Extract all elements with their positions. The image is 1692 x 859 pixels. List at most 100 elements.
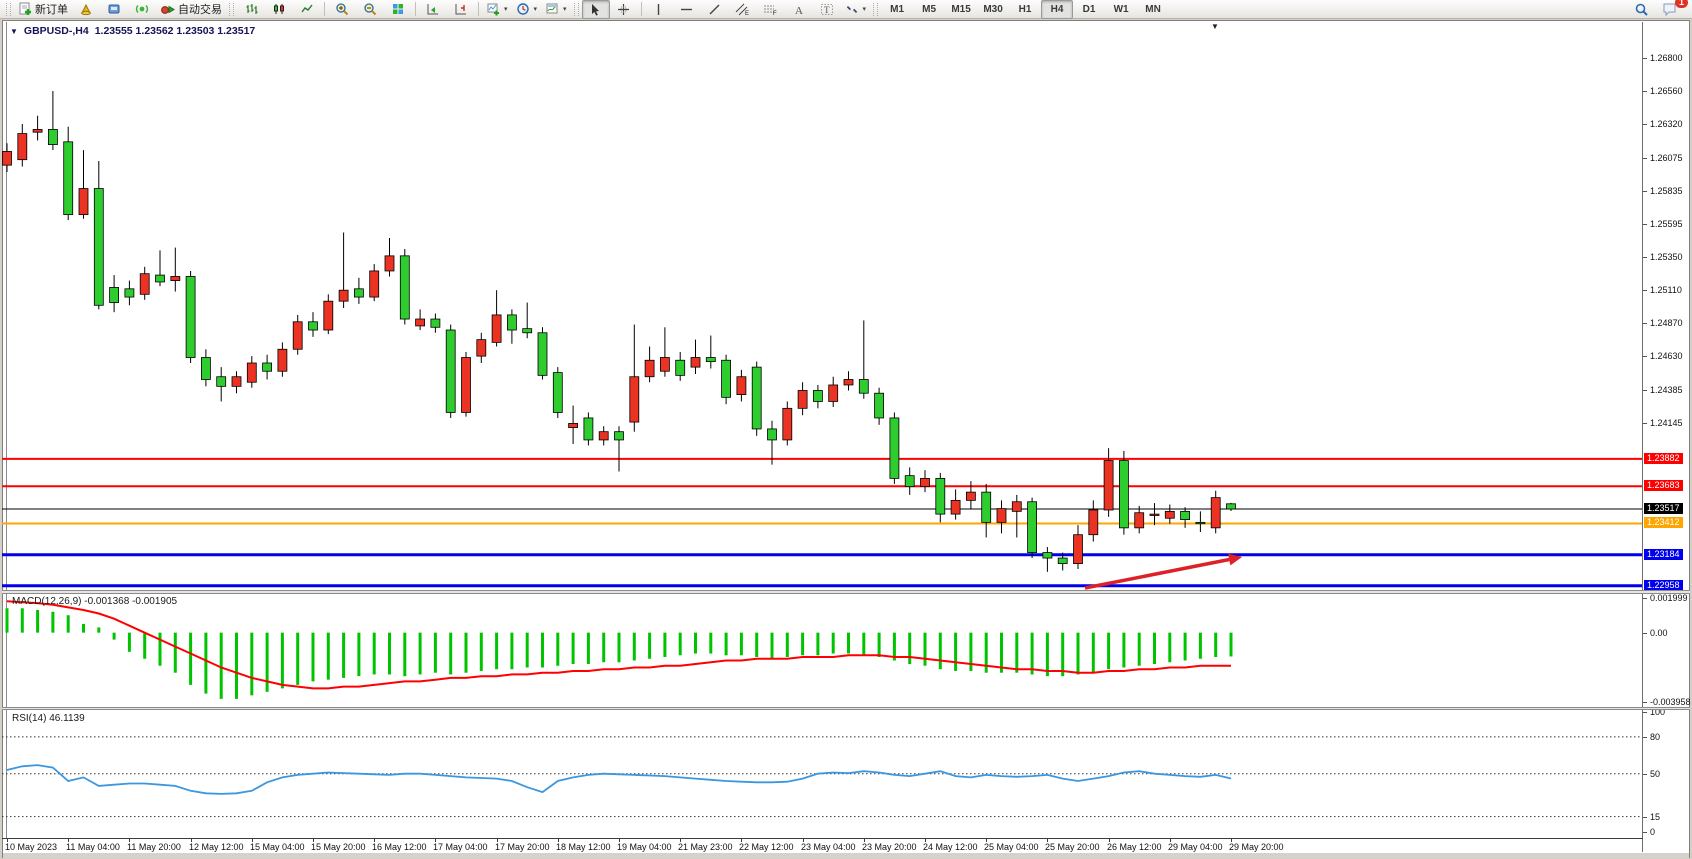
bar-chart-icon [246, 4, 258, 14]
text-button[interactable]: A [785, 0, 813, 19]
candle [1134, 505, 1145, 534]
toolbar-grip[interactable] [873, 2, 879, 16]
data-window-button[interactable] [100, 0, 128, 19]
notifications-button[interactable]: 1 [1655, 0, 1688, 19]
timeframe-button-mn[interactable]: MN [1145, 3, 1161, 15]
templates-button[interactable]: ▾ [541, 0, 571, 19]
time-tick-label: 11 May 20:00 [127, 842, 181, 852]
pane-splitter[interactable] [2, 707, 1690, 710]
price-tick-mark [1643, 290, 1647, 291]
toolbar-separator [415, 2, 416, 16]
chart-shift-button[interactable] [447, 0, 475, 19]
candle [705, 335, 716, 369]
timeframe-button-h4[interactable]: H4 [1041, 0, 1074, 19]
macd-signal-line [6, 600, 1232, 690]
candle [461, 352, 471, 417]
candle-body-bull [1103, 460, 1114, 511]
zoom-in-button[interactable] [328, 0, 356, 19]
candle-body-bull [170, 276, 181, 281]
candle [568, 405, 578, 445]
candle [506, 309, 517, 344]
trend-arrow-head[interactable] [1228, 553, 1242, 566]
crosshair-button[interactable] [610, 0, 638, 19]
toolbar-grip[interactable] [573, 2, 579, 16]
candle-body-bull [338, 289, 349, 302]
candle-body-bear [445, 329, 456, 413]
candle-body-bear [537, 332, 548, 376]
timeframe-button-m15[interactable]: M15 [951, 3, 971, 15]
symbol-dropdown-icon[interactable]: ▼ [10, 26, 18, 36]
fibonacci-button[interactable]: F [757, 0, 785, 19]
bar-chart-button[interactable] [237, 0, 265, 19]
rsi-tick-mark [1643, 774, 1647, 775]
time-tick-label: 18 May 12:00 [556, 842, 611, 852]
signals-button[interactable] [128, 0, 156, 19]
timeframe-button-d1[interactable]: D1 [1082, 3, 1096, 15]
candle-body-bear [200, 357, 211, 380]
price-tick-label: 1.24870 [1650, 318, 1683, 328]
rsi-tick-label: 80 [1650, 732, 1661, 742]
timeframe-button-m30[interactable]: M30 [983, 3, 1003, 15]
time-tick-label: 16 May 12:00 [372, 842, 427, 852]
autotrading-button[interactable]: 自动交易 [156, 0, 226, 19]
price-axis-line [1642, 22, 1643, 852]
candle-body-bull [690, 357, 701, 368]
timeframe-button-m1[interactable]: M1 [890, 3, 905, 15]
new-chart-button[interactable]: ▾ [482, 0, 512, 19]
auto-scroll-button[interactable] [419, 0, 447, 19]
market-watch-button[interactable] [72, 0, 100, 19]
new-order-button[interactable]: 新订单 [14, 0, 72, 19]
macd-tick-label: 0.00 [1650, 628, 1668, 638]
toolbar-grip[interactable] [6, 2, 11, 16]
time-tick-label: 15 May 20:00 [311, 842, 366, 852]
channel-button[interactable]: E [729, 0, 757, 19]
timeframe-button-h1[interactable]: H1 [1018, 3, 1032, 15]
candle-body-bear [124, 288, 135, 298]
candle [552, 367, 563, 418]
search-button[interactable] [1627, 0, 1655, 19]
trend-arrow-line[interactable] [1084, 557, 1230, 590]
cursor-button[interactable] [581, 0, 610, 19]
candle [1195, 511, 1206, 532]
price-axis[interactable]: 1.26800 1.26560 1.26320 1.26075 1.25835 1.255… [1643, 22, 1691, 852]
timeframe-button-w1[interactable]: W1 [1113, 3, 1129, 15]
candle [813, 384, 823, 409]
period-clock-icon [516, 3, 529, 15]
time-tick-mark [1170, 838, 1171, 842]
time-tick-label: 26 May 12:00 [1107, 842, 1162, 852]
time-tick-label: 29 May 20:00 [1229, 842, 1284, 852]
period-dropdown-button[interactable]: ▾ [512, 0, 542, 19]
candle-body-bull [1134, 512, 1145, 529]
rsi-tick-mark [1643, 817, 1647, 818]
candle [1011, 494, 1022, 538]
candle-body-bear [1226, 503, 1236, 510]
text-label-button[interactable]: T [813, 0, 841, 19]
trendline-button[interactable] [701, 0, 729, 19]
chart-shift-marker[interactable]: ▼ [1211, 22, 1219, 31]
line-chart-button[interactable] [293, 0, 321, 19]
price-tick-label: 1.25350 [1650, 252, 1683, 262]
candle-body-bull [598, 431, 609, 441]
tile-windows-button[interactable] [384, 0, 412, 19]
zoom-out-button[interactable] [356, 0, 384, 19]
timeframe-button-m5[interactable]: M5 [922, 3, 937, 15]
toolbar-grip[interactable] [229, 2, 234, 16]
candle-body-bull [1210, 497, 1221, 529]
pane-splitter[interactable] [2, 590, 1690, 594]
candlestick-chart-button[interactable] [265, 0, 293, 19]
candle [1042, 547, 1053, 572]
candle [751, 361, 762, 436]
horizontal-line-button[interactable] [673, 0, 701, 19]
candle-body-bull [966, 491, 976, 501]
svg-text:A: A [795, 5, 803, 16]
arrows-button[interactable]: ▾ [841, 0, 871, 19]
candle [231, 371, 242, 394]
toolbar-separator [324, 2, 325, 16]
time-tick-mark [864, 838, 865, 842]
candle-body-bull [736, 376, 747, 395]
time-tick-label: 10 May 2023 [5, 842, 58, 852]
price-level-badge: 1.23412 [1644, 517, 1683, 528]
candle [216, 367, 227, 402]
vertical-line-button[interactable] [645, 0, 673, 19]
